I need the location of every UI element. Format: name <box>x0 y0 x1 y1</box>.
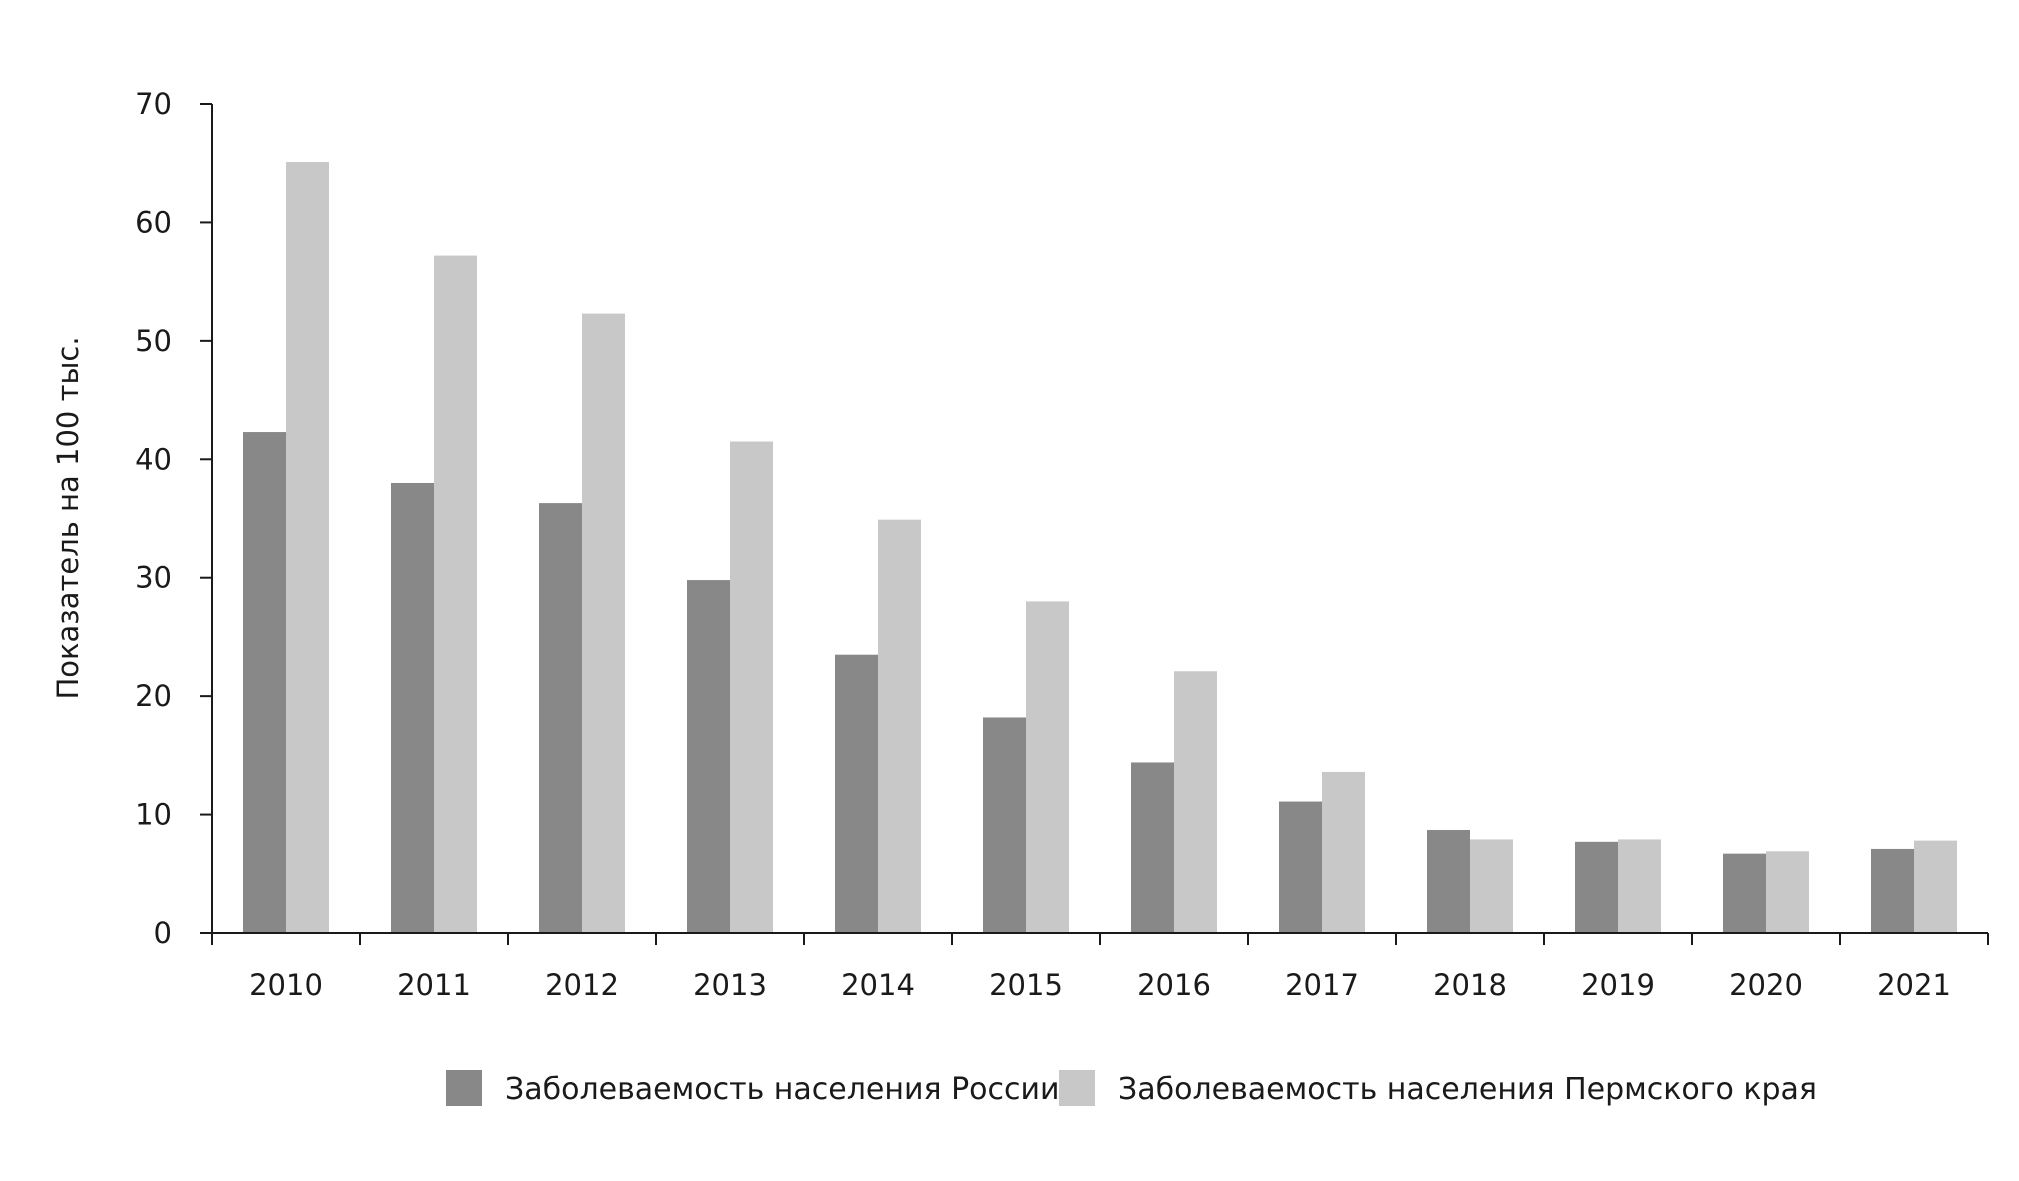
bar-russia-2017 <box>1279 801 1322 933</box>
x-tick-label-2016: 2016 <box>1137 968 1211 1002</box>
bar-russia-2016 <box>1131 762 1174 933</box>
y-tick-label-0: 0 <box>154 916 172 950</box>
x-tick-label-2014: 2014 <box>841 968 915 1002</box>
legend-label-perm: Заболеваемость населения Пермского края <box>1118 1072 1817 1107</box>
bar-perm-2017 <box>1322 771 1365 933</box>
x-tick-label-2012: 2012 <box>545 968 619 1002</box>
x-axis: 2010 2011 2012 2013 2014 2015 2016 2017 2018 2019… <box>211 932 1989 1002</box>
x-tick-label-2011: 2011 <box>397 968 471 1002</box>
y-axis-title-group: Показатель на 100 тыс. <box>51 336 85 699</box>
x-tick-label-2015: 2015 <box>989 968 1063 1002</box>
x-tick-label-2019: 2019 <box>1581 968 1655 1002</box>
y-tick-label-40: 40 <box>135 442 172 476</box>
bar-perm-2012 <box>582 313 625 933</box>
y-tick-label-10: 10 <box>135 798 172 832</box>
bar-perm-2014 <box>878 519 921 933</box>
bars <box>243 162 1957 934</box>
legend-swatch-russia <box>446 1070 482 1106</box>
bar-perm-2010 <box>286 162 329 933</box>
bar-russia-2014 <box>835 654 878 933</box>
bar-russia-2015 <box>983 717 1026 933</box>
y-tick-label-70: 70 <box>135 87 172 121</box>
y-axis: 0 10 20 30 40 50 60 70 <box>135 87 213 950</box>
bar-russia-2021 <box>1871 848 1914 933</box>
bar-perm-2021 <box>1914 840 1957 933</box>
x-tick-label-2010: 2010 <box>249 968 323 1002</box>
x-tick-label-2020: 2020 <box>1729 968 1803 1002</box>
y-tick-label-20: 20 <box>135 679 172 713</box>
bar-perm-2019 <box>1618 839 1661 933</box>
bar-perm-2013 <box>730 441 773 933</box>
bar-russia-2018 <box>1427 829 1470 933</box>
x-tick-label-2013: 2013 <box>693 968 767 1002</box>
bar-perm-2020 <box>1766 851 1809 933</box>
bar-russia-2012 <box>539 503 582 933</box>
x-tick-label-2021: 2021 <box>1877 968 1951 1002</box>
bar-russia-2013 <box>687 580 730 933</box>
bar-perm-2015 <box>1026 601 1069 933</box>
bar-perm-2011 <box>434 255 477 934</box>
bar-perm-2016 <box>1174 671 1217 933</box>
x-tick-label-2018: 2018 <box>1433 968 1507 1002</box>
bar-perm-2018 <box>1470 839 1513 933</box>
y-tick-label-60: 60 <box>135 205 172 239</box>
bar-russia-2011 <box>391 482 434 933</box>
y-tick-label-30: 30 <box>135 561 172 595</box>
legend-swatch-perm <box>1059 1070 1095 1106</box>
y-axis-title: Показатель на 100 тыс. <box>51 336 85 699</box>
legend-label-russia: Заболеваемость населения России <box>505 1072 1060 1107</box>
y-tick-label-50: 50 <box>135 324 172 358</box>
legend: Заболеваемость населения России Заболевае… <box>446 1070 1817 1107</box>
bar-russia-2020 <box>1723 853 1766 933</box>
x-tick-label-2017: 2017 <box>1285 968 1359 1002</box>
bar-russia-2019 <box>1575 841 1618 933</box>
bar-russia-2010 <box>243 432 286 933</box>
